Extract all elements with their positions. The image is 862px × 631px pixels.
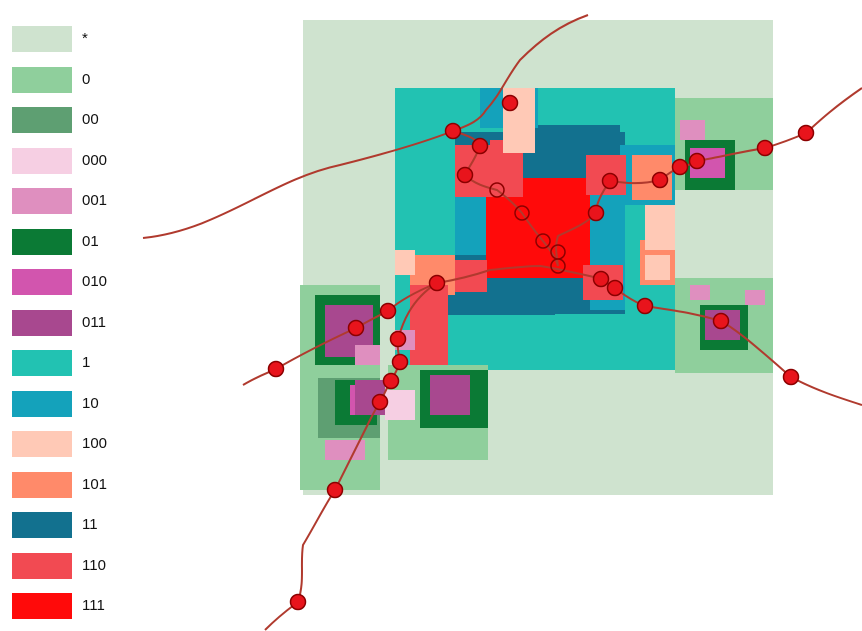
zone-001 <box>325 440 365 460</box>
station-marker[interactable] <box>471 137 489 155</box>
station-marker-outline[interactable] <box>535 233 551 249</box>
legend-item: 01 <box>12 228 132 255</box>
zone-001 <box>680 120 705 140</box>
legend-label: 011 <box>82 313 106 331</box>
station-marker[interactable] <box>606 279 624 297</box>
zone-110 <box>410 285 448 365</box>
station-marker[interactable] <box>391 353 409 371</box>
legend-item: 110 <box>12 552 132 579</box>
legend-swatch <box>12 593 72 619</box>
legend-label: 000 <box>82 151 108 169</box>
station-marker[interactable] <box>797 124 815 142</box>
legend-item: 1 <box>12 350 132 376</box>
station-marker[interactable] <box>601 172 619 190</box>
station-marker[interactable] <box>712 312 730 330</box>
legend-label: 11 <box>82 516 98 533</box>
station-marker[interactable] <box>501 94 519 112</box>
map-legend: * 0 00 000 001 01 010 011 1 10 100 101 11 110 111 <box>0 0 140 631</box>
station-marker[interactable] <box>456 166 474 184</box>
station-marker[interactable] <box>347 319 365 337</box>
legend-item: 001 <box>12 188 132 214</box>
rail-line <box>555 87 862 267</box>
legend-item: 111 <box>12 593 132 619</box>
legend-item: 000 <box>12 147 132 174</box>
zone-000 <box>385 390 415 420</box>
legend-label: 010 <box>82 273 108 290</box>
station-marker[interactable] <box>389 330 407 348</box>
legend-item: 00 <box>12 107 132 133</box>
station-marker[interactable] <box>444 122 462 140</box>
station-marker[interactable] <box>636 297 654 315</box>
legend-swatch <box>12 471 72 498</box>
legend-swatch <box>12 309 72 336</box>
station-marker[interactable] <box>782 368 800 386</box>
legend-swatch <box>12 107 72 133</box>
legend-swatch <box>12 431 72 457</box>
legend-swatch <box>12 390 72 417</box>
legend-swatch <box>12 552 72 579</box>
legend-label: 111 <box>82 597 105 614</box>
legend-swatch <box>12 228 72 255</box>
station-marker[interactable] <box>267 360 285 378</box>
zone-001 <box>745 290 765 305</box>
station-marker[interactable] <box>756 139 774 157</box>
zone-1 <box>395 120 445 230</box>
station-marker-outline[interactable] <box>514 205 530 221</box>
legend-item: 011 <box>12 309 132 336</box>
legend-label: 001 <box>82 192 108 209</box>
legend-label: * <box>82 30 88 47</box>
zone-100 <box>395 250 415 275</box>
legend-item: * <box>12 26 132 52</box>
station-marker-outline[interactable] <box>550 258 566 274</box>
zone-100 <box>645 255 670 280</box>
station-marker[interactable] <box>688 152 706 170</box>
station-marker[interactable] <box>428 274 446 292</box>
legend-item: 100 <box>12 431 132 457</box>
legend-swatch <box>12 147 72 174</box>
station-marker[interactable] <box>651 171 669 189</box>
zone-001 <box>690 285 710 300</box>
legend-label: 00 <box>82 111 99 128</box>
station-marker[interactable] <box>592 270 610 288</box>
legend-item: 11 <box>12 512 132 538</box>
quadtree-tiles <box>300 20 773 495</box>
legend-label: 10 <box>82 394 99 412</box>
station-marker[interactable] <box>587 204 605 222</box>
station-marker-outline[interactable] <box>489 182 505 198</box>
legend-item: 0 <box>12 66 132 93</box>
legend-item: 10 <box>12 390 132 417</box>
legend-item: 101 <box>12 471 132 498</box>
station-marker[interactable] <box>382 372 400 390</box>
legend-swatch <box>12 269 72 295</box>
legend-label: 101 <box>82 475 108 493</box>
zone-001 <box>355 345 380 365</box>
legend-swatch <box>12 26 72 52</box>
station-marker[interactable] <box>379 302 397 320</box>
zone-100 <box>645 205 675 250</box>
legend-swatch <box>12 350 72 376</box>
legend-swatch <box>12 66 72 93</box>
station-marker[interactable] <box>289 593 307 611</box>
legend-swatch <box>12 188 72 214</box>
legend-label: 100 <box>82 435 108 452</box>
legend-label: 1 <box>82 354 91 371</box>
station-marker[interactable] <box>371 393 389 411</box>
legend-label: 110 <box>82 556 106 574</box>
legend-label: 0 <box>82 70 91 88</box>
legend-swatch <box>12 512 72 538</box>
station-marker[interactable] <box>326 481 344 499</box>
legend-label: 01 <box>82 232 99 250</box>
station-markers <box>267 94 815 611</box>
legend-item: 010 <box>12 269 132 295</box>
zone-011 <box>430 375 470 415</box>
station-marker[interactable] <box>671 158 689 176</box>
